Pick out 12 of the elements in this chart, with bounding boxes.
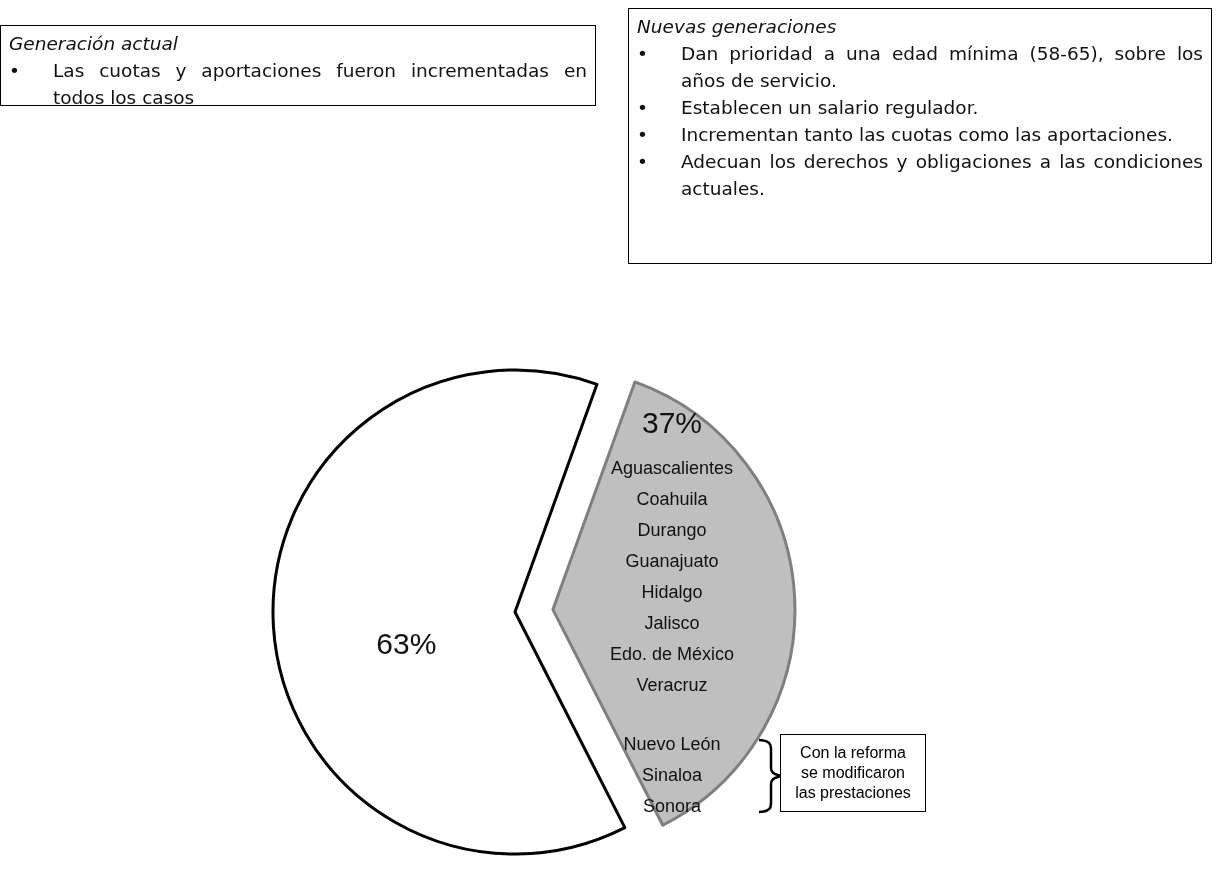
text: Aguascalientes Coahuila Durango Guanajuato Hidalgo Jalisco Edo. de México Veracruz	[609, 457, 735, 695]
text: Con la reforma se modificaron las prestaciones	[780, 734, 926, 812]
text: • Las cuotas y aportaciones fueron incrementadas en todos los casos	[9, 60, 587, 108]
data-label: 37%	[641, 405, 703, 439]
text: Generación actual	[9, 32, 179, 56]
text: Nuevas generaciones	[637, 15, 838, 39]
text: • Incrementan tanto las cuotas como las aportaciones.	[637, 124, 1173, 145]
text: • Establecen un salario regulador.	[637, 97, 979, 118]
text: • Dan prioridad a una edad mínima (58-65), sobre los años de servicio.	[637, 43, 1203, 91]
text: • Adecuan los derechos y obligaciones a las condiciones actuales.	[637, 151, 1203, 199]
data-label: 63%	[376, 627, 437, 661]
text: Nuevo León Sinaloa Sonora	[623, 733, 721, 816]
